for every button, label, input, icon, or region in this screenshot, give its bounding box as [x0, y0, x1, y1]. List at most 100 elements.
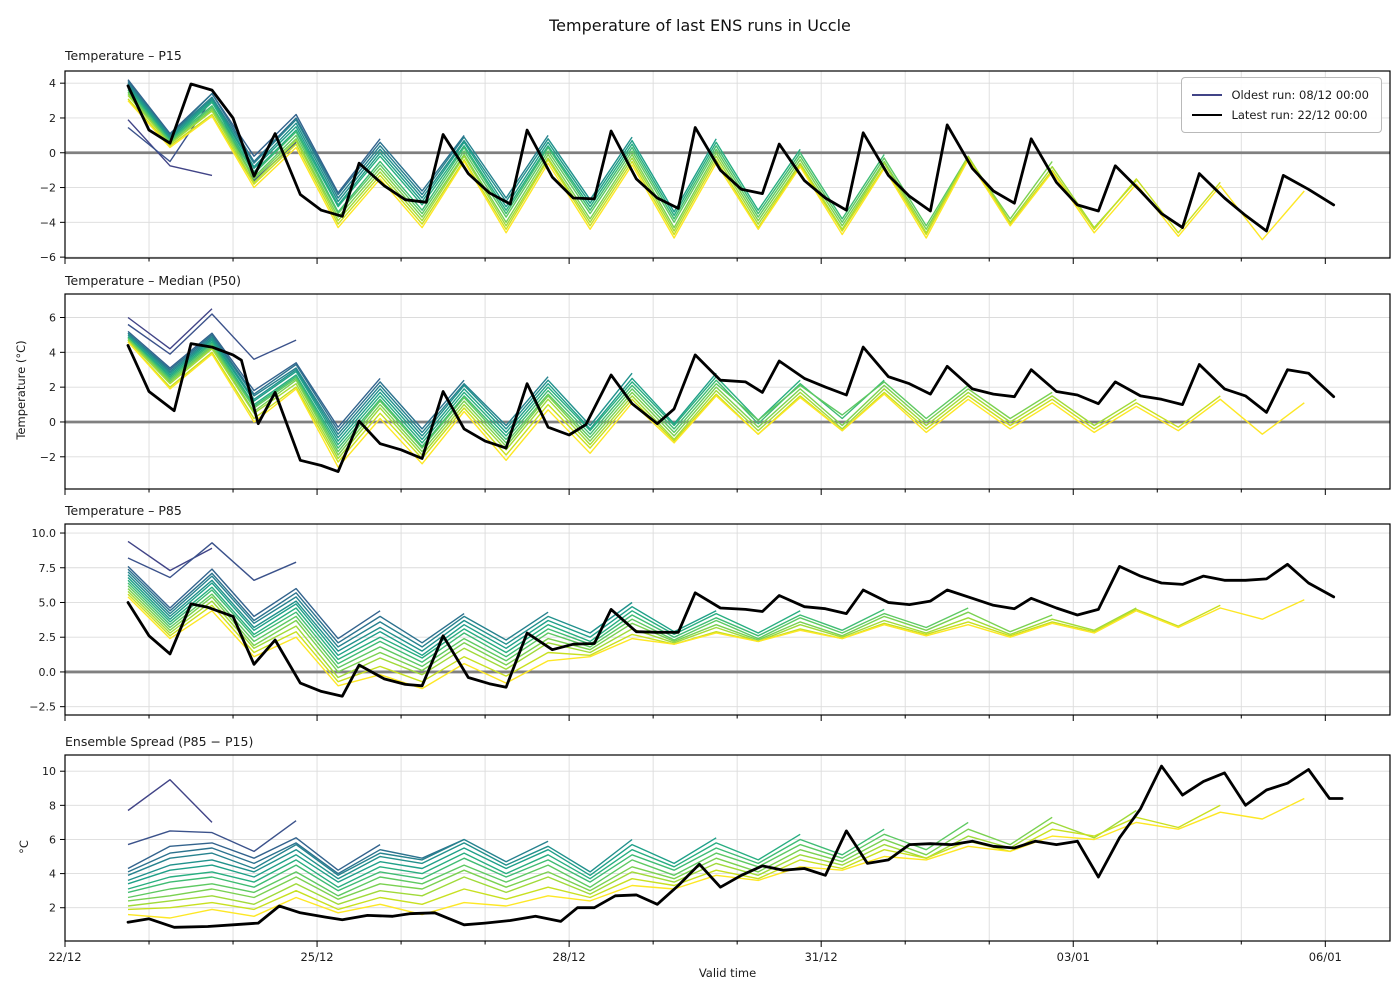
y-tick-label: 0	[49, 147, 56, 160]
ensemble-member-line	[127, 837, 381, 871]
y-tick-label: −2	[40, 451, 56, 464]
ensemble-member-line	[127, 339, 1053, 456]
ensemble-member-line	[127, 568, 465, 644]
ensemble-member-line	[127, 313, 297, 360]
y-tick-label: 2	[49, 902, 56, 915]
y-tick-label: 10.0	[32, 527, 57, 540]
ensemble-member-line	[127, 779, 213, 823]
ensemble-member-line	[127, 582, 885, 665]
y-tick-label: 4	[49, 868, 56, 881]
y-tick-label: 2	[49, 381, 56, 394]
x-tick-label: 03/01	[1057, 950, 1090, 964]
y-tick-label: 4	[49, 346, 56, 359]
y-tick-label: 0.0	[39, 666, 57, 679]
panel-1-title: Temperature – P15	[65, 48, 182, 63]
ensemble-member-line	[127, 809, 1137, 907]
panel-border	[64, 70, 1391, 259]
y-tick-label: −4	[40, 216, 56, 229]
panel-border	[64, 293, 1391, 490]
panel-4: 10 8 6 4 2 22/12 25/12 28/12 31/12 03/01 06/01	[42, 754, 1391, 964]
ensemble-member-line	[127, 336, 801, 446]
panel-border	[64, 754, 1391, 942]
chart-title: Temperature of last ENS runs in Uccle	[549, 16, 851, 35]
legend-line-oldest	[1192, 94, 1223, 96]
latest-run-line	[126, 82, 1336, 233]
y-tick-label: −2.5	[29, 701, 56, 714]
legend-label-oldest: Oldest run: 08/12 00:00	[1231, 88, 1369, 102]
ensemble-member-line	[127, 596, 1305, 690]
y-tick-label: 10	[42, 765, 56, 778]
legend-entry-oldest: Oldest run: 08/12 00:00	[1192, 85, 1369, 105]
ensemble-member-line	[127, 816, 1053, 902]
ensemble-member-line	[127, 540, 213, 572]
latest-run-line	[126, 562, 1336, 698]
ensemble-member-line	[127, 341, 1305, 468]
legend-label-latest: Latest run: 22/12 00:00	[1231, 108, 1368, 122]
ensemble-member-line	[127, 334, 633, 439]
ensemble-member-line	[127, 542, 297, 581]
ensemble-member-line	[127, 94, 1137, 234]
ensemble-member-line	[127, 571, 549, 648]
x-axis-label: Valid time	[698, 966, 757, 980]
ensemble-member-line	[127, 579, 801, 661]
panel-2-title: Temperature – Median (P50)	[65, 273, 242, 288]
latest-run-line	[126, 342, 1336, 474]
x-tick-label: 06/01	[1309, 950, 1342, 964]
ensemble-member-line	[127, 98, 1221, 236]
ensemble-member-line	[127, 84, 633, 203]
ensemble-member-line	[127, 828, 885, 894]
ensemble-member-line	[127, 332, 465, 432]
legend-line-latest	[1192, 114, 1223, 116]
panel-1: 4 2 0 −2 −4 −6	[40, 70, 1391, 264]
ensemble-member-line	[127, 820, 297, 853]
panel-3: 10.0 7.5 5.0 2.5 0.0 −2.5	[29, 523, 1391, 721]
x-tick-label: 25/12	[300, 950, 333, 964]
panel-2: 6 4 2 0 −2	[40, 293, 1391, 495]
ensemble-member-line	[127, 337, 969, 453]
y-tick-label: 4	[49, 77, 56, 90]
ensemble-member-line	[127, 341, 1221, 463]
y-tick-label: 0	[49, 416, 56, 429]
ensemble-member-line	[127, 79, 381, 194]
ensemble-member-line	[127, 565, 381, 640]
legend-entry-latest: Latest run: 22/12 00:00	[1192, 105, 1369, 125]
y-tick-label: 6	[49, 312, 56, 325]
latest-run-line	[126, 764, 1344, 929]
ensemble-member-line	[127, 100, 1305, 241]
y-tick-label: −2	[40, 182, 56, 195]
ensemble-member-line	[127, 838, 633, 882]
panel-border	[64, 523, 1391, 716]
y-tick-label: −6	[40, 251, 56, 264]
ensemble-member-line	[127, 588, 1053, 673]
x-tick-label: 28/12	[553, 950, 586, 964]
ensemble-member-line	[127, 821, 969, 899]
y-tick-label: 8	[49, 799, 56, 812]
gridlines	[64, 524, 1390, 715]
ensemble-member-line	[127, 797, 1305, 919]
ensemble-member-line	[127, 119, 213, 177]
x-tick-label: 22/12	[48, 950, 81, 964]
legend: Oldest run: 08/12 00:00 Latest run: 22/1…	[1181, 77, 1382, 133]
ensemble-member-line	[127, 833, 801, 890]
ensemble-member-line	[127, 838, 549, 876]
x-tick-label: 31/12	[805, 950, 838, 964]
ensemble-member-line	[127, 80, 465, 196]
ensemble-member-line	[127, 87, 801, 217]
ensemble-member-line	[127, 837, 717, 885]
ensemble-member-line	[127, 574, 633, 652]
y-tick-label: 2.5	[39, 631, 57, 644]
ensemble-member-line	[127, 585, 969, 669]
ensemble-member-line	[127, 336, 717, 442]
ensemble-member-line	[127, 804, 1221, 911]
ensemble-member-line	[127, 308, 213, 350]
y-tick-label: 5.0	[39, 596, 57, 609]
y-tick-label: 6	[49, 833, 56, 846]
ensemble-member-line	[127, 330, 381, 428]
ensemble-member-line	[127, 82, 549, 199]
ensemble-member-line	[127, 838, 465, 875]
y-tick-label: 7.5	[39, 562, 57, 575]
ensemble-member-line	[127, 332, 549, 435]
ensemble-member-line	[127, 339, 1137, 460]
